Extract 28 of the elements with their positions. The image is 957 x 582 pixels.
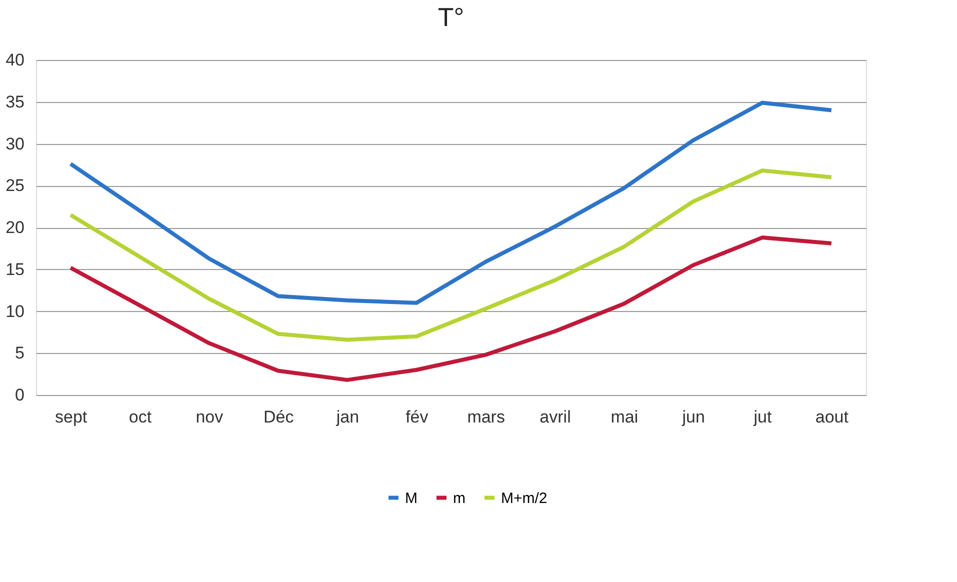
y-tick-label: 30 xyxy=(6,134,24,154)
x-tick-label: mai xyxy=(610,408,638,426)
x-tick-label: oct xyxy=(128,408,152,426)
x-tick-label: nov xyxy=(196,408,224,426)
y-tick-label: 5 xyxy=(15,344,24,363)
y-tick-label: 20 xyxy=(6,218,24,237)
legend-label: m xyxy=(453,490,466,507)
line-series xyxy=(68,236,834,382)
x-tick-label: avril xyxy=(540,408,571,426)
chart-title: T° xyxy=(438,2,464,32)
line-series xyxy=(68,100,834,305)
y-tick-label: 35 xyxy=(6,92,24,112)
x-tick-label: fév xyxy=(406,408,429,426)
legend-label: M xyxy=(405,490,418,507)
x-tick-label: jan xyxy=(335,408,360,426)
x-tick-label: Déc xyxy=(263,408,294,426)
x-tick-label: aout xyxy=(815,408,849,426)
y-tick-label: 25 xyxy=(6,176,24,196)
x-tick-label: jun xyxy=(681,408,705,426)
y-tick-label: 0 xyxy=(15,386,24,404)
x-tick-label: mars xyxy=(467,408,505,426)
y-tick-label: 10 xyxy=(6,302,24,321)
y-tick-label: 15 xyxy=(6,260,24,279)
legend-label: M+m/2 xyxy=(501,490,548,507)
line-series xyxy=(68,168,834,342)
y-tick-label: 40 xyxy=(6,50,24,70)
x-tick-label: jut xyxy=(752,408,772,426)
x-tick-label: sept xyxy=(55,408,88,426)
